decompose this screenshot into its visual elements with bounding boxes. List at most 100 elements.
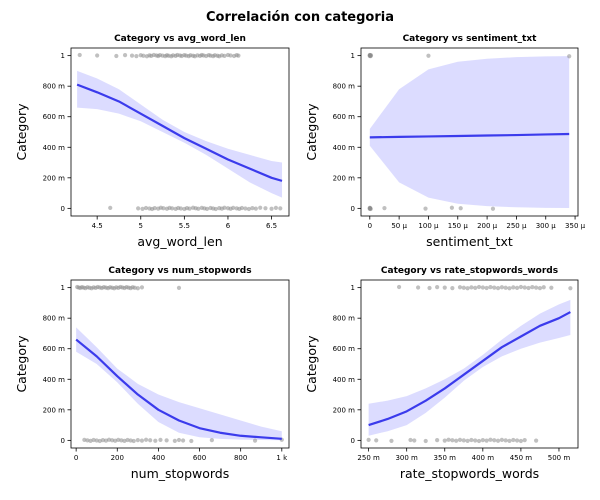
point-category-0: [480, 438, 485, 443]
point-category-1: [228, 53, 233, 58]
confidence-band: [76, 327, 282, 441]
x-tick-label: 600: [193, 454, 206, 462]
subplot-3: 0 200 400 600 800 1 k 0 200 m 400 m 600 m 800 m 1 Ca…: [14, 266, 290, 481]
x-tick-label: 4.5: [92, 222, 103, 230]
point-category-0: [492, 438, 497, 443]
axes-frame: [360, 47, 579, 217]
x-axis-label: avg_word_len: [137, 234, 222, 249]
point-category-0: [204, 206, 210, 211]
point-category-1: [435, 285, 440, 290]
point-category-0: [140, 206, 145, 211]
point-category-0: [94, 438, 99, 443]
point-category-1: [480, 285, 485, 290]
point-category-1: [492, 285, 497, 290]
regression-line: [76, 83, 283, 182]
point-category-1: [122, 53, 128, 58]
y-tick-label: 1: [61, 284, 65, 292]
point-category-1: [465, 286, 470, 291]
x-tick-label: 350 µ: [565, 222, 586, 230]
point-category-1: [522, 285, 527, 290]
point-category-0: [119, 438, 124, 443]
point-category-0: [153, 438, 158, 443]
point-category-1: [176, 285, 182, 290]
point-category-0: [139, 438, 145, 443]
point-category-1: [514, 285, 520, 290]
point-category-1: [457, 285, 463, 290]
subplot-title: Category vs sentiment_txt: [403, 34, 538, 44]
point-category-0: [252, 438, 258, 443]
point-category-0: [91, 437, 96, 443]
point-category-0: [172, 438, 177, 443]
point-category-1: [129, 53, 135, 58]
point-category-1: [511, 285, 516, 290]
x-tick-label: 0: [74, 454, 78, 462]
point-category-1: [507, 286, 512, 291]
point-category-0: [180, 438, 186, 443]
x-tick-label: 200 µ: [477, 222, 498, 230]
x-axis-label: sentiment_txt: [426, 234, 513, 249]
x-tick-label: 150 µ: [448, 222, 469, 230]
point-category-0: [412, 438, 417, 443]
point-category-1: [534, 285, 539, 290]
confidence-band: [368, 299, 571, 436]
point-category-1: [95, 53, 100, 58]
point-category-0: [534, 438, 539, 443]
point-category-0: [450, 438, 455, 443]
point-category-0: [423, 206, 428, 211]
y-tick-label: 0: [351, 205, 355, 213]
point-category-0: [503, 438, 508, 443]
point-category-0: [366, 437, 371, 442]
point-category-1: [484, 285, 489, 291]
point-category-0: [258, 205, 263, 210]
point-category-0: [143, 205, 149, 211]
y-tick-label: 400 m: [333, 376, 356, 384]
x-tick-label: 450 m: [510, 454, 533, 462]
point-category-1: [541, 285, 546, 290]
y-axis-label: Category: [14, 335, 29, 393]
point-category-0: [435, 438, 440, 443]
y-axis-label: Category: [14, 103, 29, 161]
point-category-0: [131, 438, 136, 444]
y-tick-label: 0: [61, 205, 65, 213]
scatter-points: [75, 284, 284, 444]
point-category-0: [263, 206, 268, 211]
axes-frame: [70, 279, 290, 449]
y-tick-label: 1: [351, 284, 355, 292]
x-tick-label: 300 µ: [536, 222, 557, 230]
point-category-1: [469, 285, 474, 290]
point-category-0: [446, 437, 451, 442]
point-category-1: [473, 285, 478, 290]
point-category-0: [189, 438, 194, 444]
regression-line: [368, 311, 571, 427]
y-tick-label: 400 m: [43, 144, 66, 152]
point-category-0: [273, 205, 279, 210]
point-category-1: [488, 285, 493, 290]
point-category-0: [518, 438, 523, 444]
point-category-0: [231, 205, 236, 210]
y-tick-label: 400 m: [43, 376, 66, 384]
subplot-2: 0 50 µ 100 µ 150 µ 200 µ 250 µ 300 µ 350 µ 0 200 …: [304, 34, 586, 249]
x-tick-label: 100 µ: [418, 222, 439, 230]
point-category-0: [461, 438, 466, 443]
y-tick-label: 800 m: [43, 315, 66, 323]
confidence-band: [369, 56, 570, 209]
x-axis-label: num_stopwords: [131, 466, 230, 481]
y-tick-label: 800 m: [43, 83, 66, 91]
point-category-0: [514, 438, 520, 443]
point-category-0: [368, 206, 373, 212]
x-axis-label: rate_stopwords_words: [400, 466, 539, 481]
point-category-0: [196, 206, 201, 211]
point-category-0: [442, 438, 447, 443]
point-category-0: [152, 206, 157, 211]
point-category-0: [469, 437, 474, 443]
point-category-0: [473, 438, 478, 443]
point-category-1: [537, 286, 543, 291]
y-tick-label: 600 m: [43, 113, 66, 121]
subplot-4: 250 m 300 m 350 m 400 m 450 m 500 m 0 200 m 400 …: [304, 266, 579, 481]
point-category-1: [503, 285, 508, 290]
point-category-0: [136, 206, 141, 211]
point-category-1: [236, 53, 241, 58]
figure-title: Correlación con categoria: [206, 10, 394, 25]
point-category-1: [135, 286, 140, 291]
